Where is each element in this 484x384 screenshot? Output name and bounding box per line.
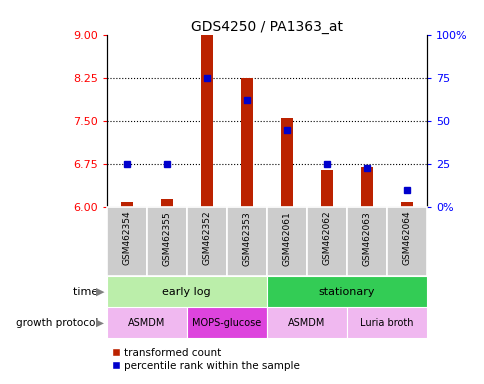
Bar — [266, 307, 346, 338]
Bar — [186, 207, 226, 276]
Bar — [200, 35, 212, 207]
Bar — [346, 307, 426, 338]
Bar — [106, 207, 146, 276]
Bar — [186, 307, 266, 338]
Text: GSM462062: GSM462062 — [321, 211, 331, 265]
Bar — [121, 202, 133, 207]
Text: ▶: ▶ — [95, 287, 104, 297]
Text: growth protocol: growth protocol — [16, 318, 102, 328]
Bar — [266, 207, 306, 276]
Text: GSM462354: GSM462354 — [122, 211, 131, 265]
Bar — [226, 207, 266, 276]
Text: GSM462352: GSM462352 — [202, 211, 211, 265]
Text: time: time — [73, 287, 102, 297]
Text: GSM462353: GSM462353 — [242, 211, 251, 266]
Text: Luria broth: Luria broth — [359, 318, 413, 328]
Text: ASMDM: ASMDM — [287, 318, 325, 328]
Text: stationary: stationary — [318, 287, 374, 297]
Text: GSM462061: GSM462061 — [282, 211, 291, 266]
Bar — [106, 276, 266, 307]
Bar — [280, 118, 292, 207]
Text: early log: early log — [162, 287, 211, 297]
Text: GSM462064: GSM462064 — [401, 211, 410, 265]
Text: GSM462063: GSM462063 — [362, 211, 371, 266]
Bar — [266, 276, 426, 307]
Bar — [240, 78, 252, 207]
Legend: transformed count, percentile rank within the sample: transformed count, percentile rank withi… — [112, 348, 300, 371]
Bar — [160, 199, 172, 207]
Bar — [306, 207, 346, 276]
Bar — [106, 307, 186, 338]
Title: GDS4250 / PA1363_at: GDS4250 / PA1363_at — [190, 20, 342, 33]
Bar — [360, 167, 372, 207]
Bar — [346, 207, 386, 276]
Bar — [320, 170, 332, 207]
Text: ASMDM: ASMDM — [128, 318, 165, 328]
Bar — [146, 207, 186, 276]
Bar — [400, 202, 412, 207]
Text: MOPS-glucose: MOPS-glucose — [192, 318, 261, 328]
Text: ▶: ▶ — [96, 318, 104, 328]
Text: GSM462355: GSM462355 — [162, 211, 171, 266]
Bar — [386, 207, 426, 276]
